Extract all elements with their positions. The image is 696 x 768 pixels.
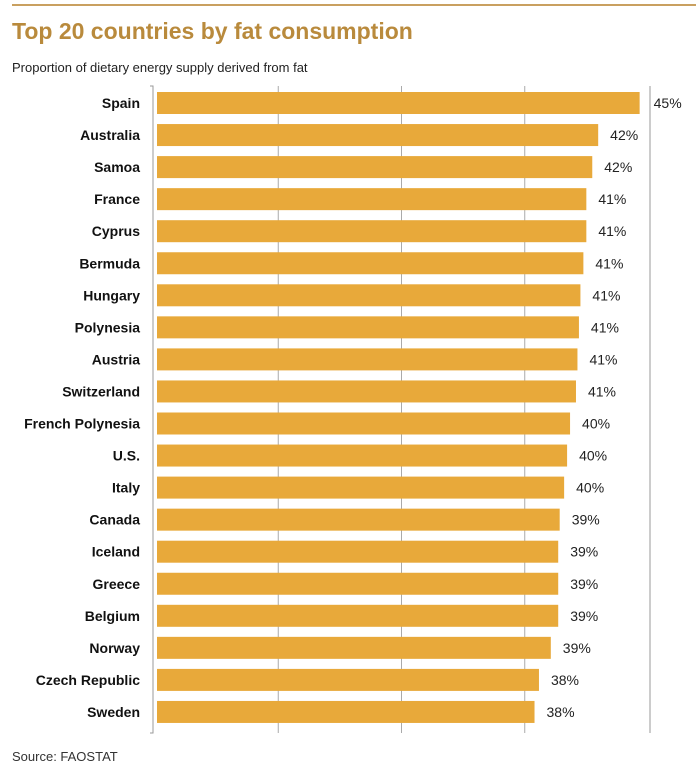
value-label: 39% — [570, 576, 598, 592]
bar — [157, 412, 571, 435]
bar — [157, 604, 559, 627]
value-label: 41% — [591, 319, 619, 335]
category-label: Greece — [93, 576, 141, 592]
bar — [157, 156, 593, 179]
bar — [157, 668, 539, 691]
category-label: Iceland — [92, 544, 140, 560]
value-label: 42% — [604, 159, 632, 175]
value-label: 41% — [598, 223, 626, 239]
bar — [157, 252, 584, 275]
chart-subtitle: Proportion of dietary energy supply deri… — [12, 60, 308, 75]
bar — [157, 188, 587, 211]
category-label: Switzerland — [62, 383, 140, 399]
bar — [157, 444, 568, 467]
value-label: 41% — [595, 255, 623, 271]
bar — [157, 380, 576, 403]
value-label: 41% — [592, 287, 620, 303]
axis-bracket — [150, 85, 154, 734]
source-note: Source: FAOSTAT — [12, 749, 118, 764]
value-label: 38% — [551, 672, 579, 688]
category-label: Polynesia — [75, 319, 141, 335]
category-label: Czech Republic — [36, 672, 140, 688]
value-label: 40% — [579, 448, 607, 464]
bar — [157, 124, 599, 147]
bar — [157, 316, 579, 339]
value-label: 40% — [582, 416, 610, 432]
category-label: Bermuda — [79, 255, 140, 271]
chart-title: Top 20 countries by fat consumption — [12, 18, 413, 44]
category-label: Canada — [89, 512, 140, 528]
category-label: Italy — [112, 480, 140, 496]
value-label: 41% — [598, 191, 626, 207]
category-label: Hungary — [83, 287, 140, 303]
category-label: Belgium — [85, 608, 140, 624]
category-label: Cyprus — [92, 223, 140, 239]
category-label: Norway — [89, 640, 140, 656]
value-label: 39% — [570, 608, 598, 624]
category-label: Spain — [102, 95, 140, 111]
bar — [157, 636, 551, 659]
category-label: Austria — [92, 351, 140, 367]
value-label: 45% — [654, 95, 682, 111]
bar — [157, 700, 535, 723]
value-label: 38% — [547, 704, 575, 720]
bar — [157, 220, 587, 243]
category-label: French Polynesia — [24, 416, 140, 432]
bar — [157, 284, 581, 307]
category-label: France — [94, 191, 140, 207]
bar — [157, 572, 559, 595]
bar — [157, 348, 578, 371]
bar — [157, 476, 565, 499]
category-label: Sweden — [87, 704, 140, 720]
value-label: 39% — [572, 512, 600, 528]
value-label: 41% — [588, 383, 616, 399]
value-label: 41% — [589, 351, 617, 367]
bar — [157, 540, 559, 563]
value-label: 42% — [610, 127, 638, 143]
bar — [157, 92, 640, 114]
bar — [157, 508, 560, 531]
category-label: U.S. — [113, 448, 140, 464]
value-label: 39% — [570, 544, 598, 560]
top-rule — [12, 4, 696, 6]
category-label: Samoa — [94, 159, 140, 175]
value-label: 39% — [563, 640, 591, 656]
category-label: Australia — [80, 127, 140, 143]
value-label: 40% — [576, 480, 604, 496]
